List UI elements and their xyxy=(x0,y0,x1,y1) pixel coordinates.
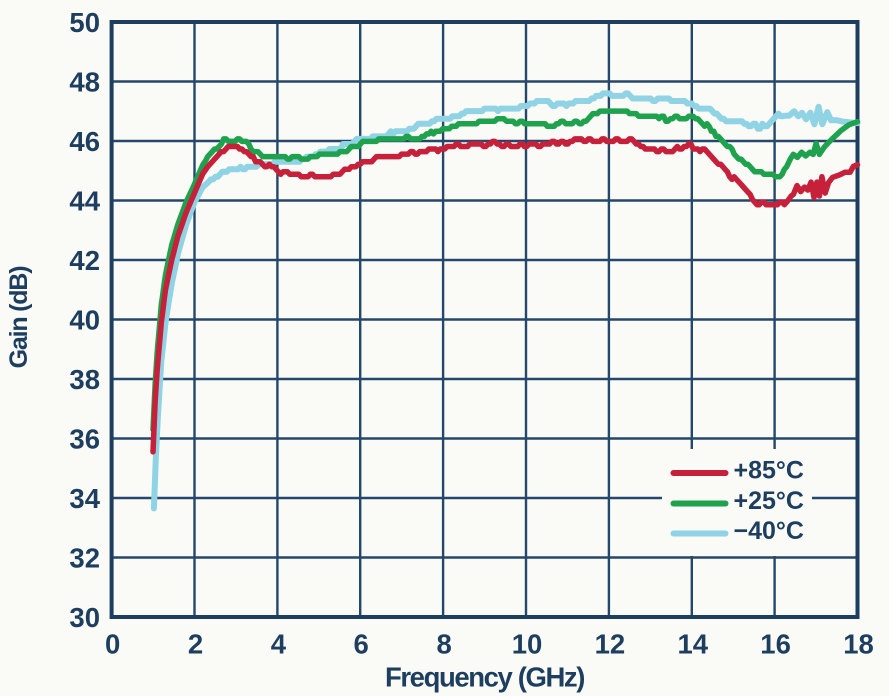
svg-text:46: 46 xyxy=(69,126,100,157)
svg-text:44: 44 xyxy=(69,186,100,217)
svg-text:34: 34 xyxy=(69,483,100,514)
svg-text:10: 10 xyxy=(512,629,543,660)
svg-text:14: 14 xyxy=(678,629,709,660)
svg-text:8: 8 xyxy=(436,629,451,660)
svg-text:+25°C: +25°C xyxy=(734,487,804,515)
svg-text:40: 40 xyxy=(69,305,100,336)
svg-text:42: 42 xyxy=(69,245,100,276)
svg-text:18: 18 xyxy=(843,629,874,660)
svg-text:48: 48 xyxy=(69,67,100,98)
svg-text:6: 6 xyxy=(354,629,369,660)
svg-text:Gain (dB): Gain (dB) xyxy=(5,266,33,369)
svg-text:38: 38 xyxy=(69,364,100,395)
svg-text:30: 30 xyxy=(69,602,100,633)
svg-text:4: 4 xyxy=(271,629,287,660)
svg-text:50: 50 xyxy=(69,7,100,38)
svg-text:−40°C: −40°C xyxy=(734,517,804,545)
svg-text:+85°C: +85°C xyxy=(734,457,804,485)
svg-text:12: 12 xyxy=(595,629,626,660)
svg-text:16: 16 xyxy=(760,629,791,660)
svg-text:0: 0 xyxy=(105,629,120,660)
svg-text:Frequency (GHz): Frequency (GHz) xyxy=(385,662,584,693)
svg-text:2: 2 xyxy=(188,629,203,660)
svg-text:36: 36 xyxy=(69,424,100,455)
svg-text:32: 32 xyxy=(69,543,100,574)
